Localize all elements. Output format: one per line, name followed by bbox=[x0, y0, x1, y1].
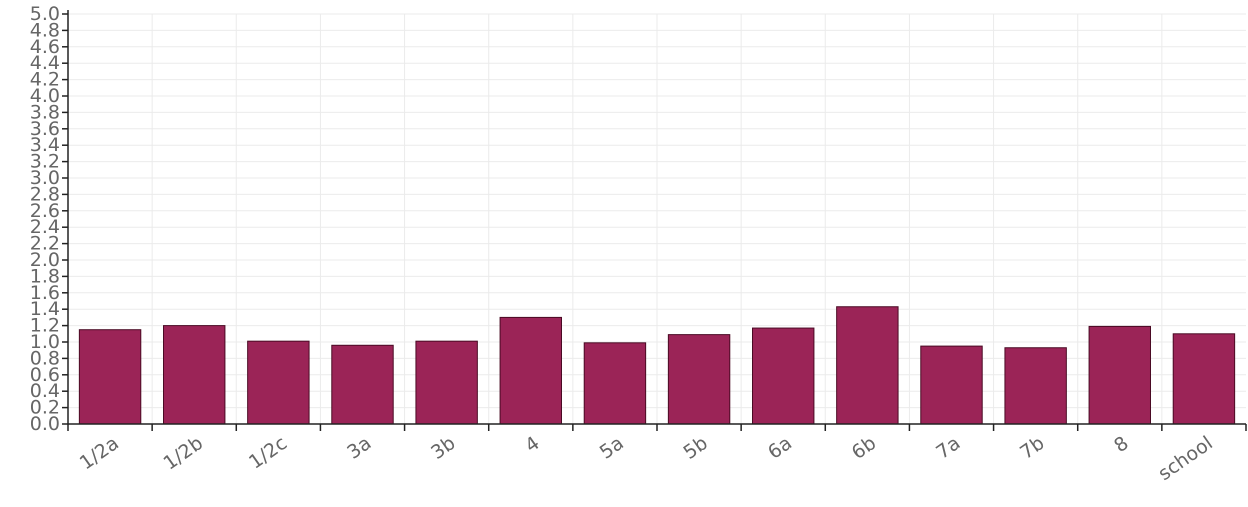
y-tick-label: 4.0 bbox=[30, 85, 60, 107]
y-axis: 0.00.20.40.60.81.01.21.41.61.82.02.22.42… bbox=[30, 3, 69, 435]
x-category-label: 5a bbox=[596, 432, 628, 464]
y-tick-label: 2.2 bbox=[30, 233, 60, 255]
x-category-label: 1/2b bbox=[160, 432, 208, 474]
y-tick-label: 1.0 bbox=[30, 331, 60, 353]
bar-1-2b bbox=[163, 325, 226, 425]
x-category-label: 6a bbox=[764, 432, 796, 464]
y-tick-label: 1.6 bbox=[30, 282, 60, 304]
y-tick-label: 4.6 bbox=[30, 36, 60, 58]
bar-1-2a bbox=[78, 329, 142, 425]
y-tick-label: 3.0 bbox=[30, 167, 60, 189]
y-tick-label: 1.8 bbox=[30, 265, 60, 287]
y-tick-label: 0.8 bbox=[30, 347, 60, 369]
bar-6b bbox=[836, 306, 899, 425]
bar-5a bbox=[583, 342, 647, 425]
x-category-label: 1/2c bbox=[245, 432, 291, 474]
bar-1-2c bbox=[247, 340, 310, 425]
y-tick-label: 0.6 bbox=[30, 364, 60, 386]
x-category-label: 3b bbox=[427, 432, 459, 464]
bar-4 bbox=[499, 316, 562, 425]
bar-school bbox=[1172, 333, 1236, 425]
bar-3b bbox=[415, 340, 478, 425]
x-category-label: 4 bbox=[521, 432, 544, 457]
y-tick-label: 2.0 bbox=[30, 249, 60, 271]
y-tick-label: 0.2 bbox=[30, 397, 60, 419]
y-tick-label: 0.0 bbox=[30, 413, 60, 435]
y-tick-label: 0.4 bbox=[30, 380, 60, 402]
y-tick-label: 3.6 bbox=[30, 118, 60, 140]
y-tick-label: 1.4 bbox=[30, 298, 60, 320]
y-tick-label: 2.8 bbox=[30, 183, 60, 205]
grid bbox=[68, 13, 1246, 425]
bar-3a bbox=[331, 344, 394, 425]
y-tick-label: 5.0 bbox=[30, 3, 60, 25]
y-tick-label: 3.2 bbox=[30, 151, 60, 173]
bar-5b bbox=[667, 334, 731, 425]
x-category-label: 7b bbox=[1016, 432, 1048, 464]
y-tick-label: 4.8 bbox=[30, 19, 60, 41]
y-tick-label: 1.2 bbox=[30, 315, 60, 337]
bar-8 bbox=[1088, 325, 1151, 425]
y-tick-label: 2.6 bbox=[30, 200, 60, 222]
bars bbox=[78, 306, 1236, 425]
x-category-label: 3a bbox=[343, 432, 375, 464]
y-tick-label: 2.4 bbox=[30, 216, 60, 238]
bar-6a bbox=[752, 327, 815, 425]
x-category-label: 8 bbox=[1110, 432, 1133, 457]
y-tick-label: 3.4 bbox=[30, 134, 60, 156]
bar-7a bbox=[920, 345, 983, 425]
x-category-label: 6b bbox=[848, 432, 880, 464]
y-tick-label: 4.2 bbox=[30, 69, 60, 91]
bar-7b bbox=[1004, 347, 1067, 425]
y-tick-label: 4.4 bbox=[30, 52, 60, 74]
x-category-label: 5b bbox=[680, 432, 712, 464]
x-category-label: school bbox=[1154, 432, 1217, 485]
x-axis: 1/2a 1/2b 1/2c 3a 3b 4 5a 5b 6a 6b 7a 7b 8 school bbox=[67, 423, 1247, 485]
y-tick-label: 3.8 bbox=[30, 101, 60, 123]
x-category-label: 7a bbox=[932, 432, 964, 464]
x-category-label: 1/2a bbox=[76, 432, 123, 474]
